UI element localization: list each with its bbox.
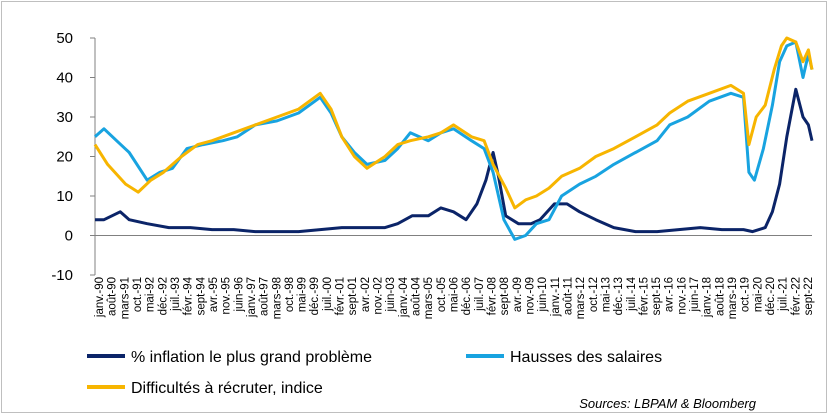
legend-label-2: Hausses des salaires xyxy=(510,349,662,366)
x-tick-label: janv.-04 xyxy=(398,276,410,318)
x-tick-label: oct.-98 xyxy=(284,277,296,312)
y-tick-label: 50 xyxy=(56,30,73,47)
x-tick-label: févr.-08 xyxy=(487,277,499,315)
source-note: Sources: LBPAM & Bloomberg xyxy=(579,396,757,411)
x-tick-label: déc.-13 xyxy=(613,277,625,315)
x-tick-label: avr.-16 xyxy=(664,277,676,312)
series-line-3 xyxy=(93,36,814,210)
y-tick-label: 0 xyxy=(65,228,73,245)
legend-label-3: Difficultés à récruter, indice xyxy=(131,380,323,397)
x-tick-label: nov.-95 xyxy=(221,277,233,315)
x-tick-label: nov.-16 xyxy=(676,277,688,315)
x-tick-label: déc.-20 xyxy=(765,277,777,315)
x-tick-label: oct.-12 xyxy=(588,277,600,312)
legend-label-1: % inflation le plus grand problème xyxy=(131,349,372,366)
x-tick-label: févr.-94 xyxy=(183,276,195,315)
x-tick-label: janv.-18 xyxy=(702,277,714,318)
x-tick-label: déc.-99 xyxy=(309,277,321,315)
x-tick-label: mai-06 xyxy=(449,277,461,312)
x-tick-label: sept-94 xyxy=(195,276,207,315)
x-tick-label: juil.-21 xyxy=(778,277,790,312)
x-tick-label: févr.-22 xyxy=(790,277,802,315)
x-tick-label: mars-05 xyxy=(423,277,435,319)
x-tick-label: juil.-07 xyxy=(474,277,486,312)
series-lines xyxy=(93,36,814,241)
y-tick-label: 40 xyxy=(56,70,73,87)
x-tick-label: juil.-93 xyxy=(170,277,182,312)
x-tick-label: sept-22 xyxy=(803,277,815,315)
x-tick-label: févr.-15 xyxy=(638,277,650,315)
x-tick-label: août-18 xyxy=(714,277,726,316)
x-tick-label: mars-12 xyxy=(575,277,587,319)
x-tick-label: mars-98 xyxy=(271,277,283,319)
x-tick-label: sept-15 xyxy=(651,277,663,315)
y-tick-label: 30 xyxy=(56,109,73,126)
x-tick-label: juin-10 xyxy=(537,277,549,313)
x-tick-label: juil.-00 xyxy=(322,277,334,312)
x-tick-label: févr.-01 xyxy=(335,277,347,315)
x-tick-label: janv.-11 xyxy=(550,277,562,317)
x-tick-label: août-04 xyxy=(411,276,423,316)
x-tick-label: juin-96 xyxy=(233,277,245,313)
y-tick-label: 10 xyxy=(56,188,73,205)
series-line-1 xyxy=(95,87,814,234)
x-tick-label: avr.-95 xyxy=(208,277,220,312)
axes: -10 0 10 20 30 40 50 xyxy=(51,30,812,284)
x-tick-label: mars-91 xyxy=(119,277,131,319)
x-tick-label: sept-01 xyxy=(347,277,359,315)
x-tick-label: déc.-06 xyxy=(461,277,473,315)
y-tick-label: 20 xyxy=(56,149,73,166)
x-tick-label: oct.-19 xyxy=(740,277,752,312)
x-tick-label: juil.-14 xyxy=(626,276,638,311)
x-tick-label: nov.-02 xyxy=(373,277,385,315)
x-tick-label: août-11 xyxy=(562,277,574,315)
x-tick-label: mai-92 xyxy=(145,277,157,312)
y-tick-label: -10 xyxy=(51,267,73,284)
x-tick-label: nov.-09 xyxy=(525,277,537,315)
x-tick-label: mars-19 xyxy=(727,277,739,319)
x-tick-label: oct.-05 xyxy=(436,277,448,312)
x-tick-label: mai-20 xyxy=(752,277,764,312)
x-tick-label: mai-13 xyxy=(600,277,612,312)
x-tick-label: juin-03 xyxy=(385,277,397,313)
x-tick-label: oct.-91 xyxy=(132,277,144,312)
x-tick-label: août-90 xyxy=(107,277,119,316)
x-tick-label: avr.-09 xyxy=(512,277,524,312)
x-axis-ticks: janv.-90 août-90 mars-91 oct.-91 mai-92 déc.-… xyxy=(94,276,815,319)
x-tick-label: sept-08 xyxy=(499,277,511,315)
x-tick-label: janv.-97 xyxy=(246,277,258,318)
legend: % inflation le plus grand problème Hausse… xyxy=(87,349,662,397)
x-tick-label: août-97 xyxy=(259,277,271,316)
series-line-2 xyxy=(94,40,814,241)
x-tick-label: avr.-02 xyxy=(360,277,372,312)
x-tick-label: mai-99 xyxy=(297,277,309,312)
x-tick-label: janv.-90 xyxy=(94,277,106,318)
x-tick-label: juin-17 xyxy=(689,277,701,313)
x-tick-label: déc.-92 xyxy=(157,277,169,315)
